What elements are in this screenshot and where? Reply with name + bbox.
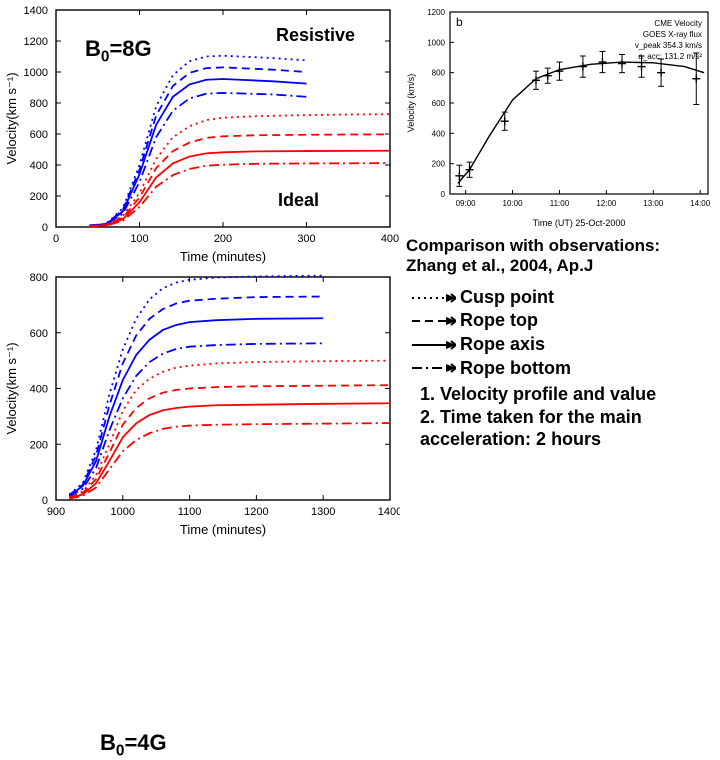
legend-arrow-2: Rope axis [406,334,720,356]
svg-text:900: 900 [47,506,65,518]
svg-text:300: 300 [297,233,315,245]
legend-arrow-1: Rope top [406,310,720,332]
svg-text:400: 400 [381,233,399,245]
legend-label: Cusp point [460,287,554,309]
svg-text:200: 200 [214,233,232,245]
comparison-line2: Zhang et al., 2004, Ap.J [406,256,720,276]
svg-text:100: 100 [130,233,148,245]
svg-text:400: 400 [432,129,446,138]
note-line-1: 2. Time taken for the main [420,406,720,429]
svg-text:GOES X-ray flux: GOES X-ray flux [643,30,702,39]
svg-text:12:00: 12:00 [596,199,617,208]
chart-top-right: 09:00 10:00 11:00 12:00 13:00 14:00 0 200 400 600… [400,0,720,230]
b0-rest2: =4G [124,730,166,755]
svg-text:13:00: 13:00 [643,199,664,208]
b0-text2: B [100,730,116,755]
chart-bottom-left: 900 1000 1100 1200 1300 1400 0 200 400 600 800 Time… [0,267,400,540]
svg-text:0: 0 [53,233,59,245]
b0-text: B [85,36,101,61]
svg-text:800: 800 [30,98,48,110]
page-root: 0 100 200 300 400 0 200 400 600 800 1000 1200 1400 Ti… [0,0,720,540]
legend-arrow-3: Rope bottom [406,358,720,380]
svg-text:1300: 1300 [311,506,335,518]
svg-text:Time (minutes): Time (minutes) [180,249,266,264]
svg-text:1100: 1100 [178,506,202,518]
legend-label: Rope bottom [460,358,571,380]
svg-text:1000: 1000 [111,506,135,518]
svg-text:a_acc: 131.2 m/s²: a_acc: 131.2 m/s² [638,52,702,61]
svg-text:200: 200 [30,191,48,203]
svg-text:400: 400 [30,384,48,396]
note-line-0: 1. Velocity profile and value [420,383,720,406]
svg-text:1000: 1000 [427,38,445,47]
svg-text:11:00: 11:00 [550,199,570,208]
svg-text:600: 600 [432,99,446,108]
note-line-2: acceleration: 2 hours [420,428,720,451]
svg-text:10:00: 10:00 [503,199,524,208]
svg-text:1200: 1200 [427,8,445,17]
notes-list: 1. Velocity profile and value2. Time tak… [406,383,720,451]
svg-text:14:00: 14:00 [690,199,711,208]
svg-text:CME Velocity: CME Velocity [654,19,702,28]
svg-text:1400: 1400 [24,5,48,17]
svg-text:1400: 1400 [378,506,400,518]
svg-text:Time (UT) 25-Oct-2000: Time (UT) 25-Oct-2000 [533,218,626,228]
b0-rest: =8G [109,36,151,61]
svg-text:0: 0 [42,495,48,507]
svg-text:600: 600 [30,129,48,141]
svg-text:600: 600 [30,328,48,340]
svg-text:b: b [456,15,463,29]
b0-sub2: 0 [116,742,125,759]
comparison-block: Comparison with observations: Zhang et a… [400,230,720,540]
svg-text:200: 200 [432,160,446,169]
label-resistive: Resistive [276,25,355,46]
svg-text:Time (minutes): Time (minutes) [180,522,266,537]
chart-top-left: 0 100 200 300 400 0 200 400 600 800 1000 1200 1400 Ti… [0,0,400,267]
legend-arrow-0: Cusp point [406,287,720,309]
label-b0-8g: B0=8G [85,36,152,66]
svg-text:800: 800 [30,272,48,284]
svg-text:v_peak 354.3 km/s: v_peak 354.3 km/s [635,41,702,50]
svg-text:1000: 1000 [24,67,48,79]
legend-label: Rope top [460,310,538,332]
label-b0-4g: B0=4G [100,730,167,760]
svg-text:0: 0 [441,190,446,199]
svg-text:0: 0 [42,222,48,234]
svg-text:200: 200 [30,439,48,451]
svg-text:400: 400 [30,160,48,172]
label-ideal: Ideal [278,190,319,211]
svg-text:800: 800 [432,69,446,78]
svg-text:Velocity(km s⁻¹): Velocity(km s⁻¹) [4,72,19,164]
comparison-line1: Comparison with observations: [406,236,720,256]
svg-text:09:00: 09:00 [456,199,477,208]
svg-text:1200: 1200 [244,506,268,518]
legend-arrows: Cusp pointRope topRope axisRope bottom [406,287,720,379]
svg-text:Velocity (km/s): Velocity (km/s) [406,74,416,133]
svg-text:Velocity(km s⁻¹): Velocity(km s⁻¹) [4,342,19,434]
legend-label: Rope axis [460,334,545,356]
svg-text:1200: 1200 [24,36,48,48]
